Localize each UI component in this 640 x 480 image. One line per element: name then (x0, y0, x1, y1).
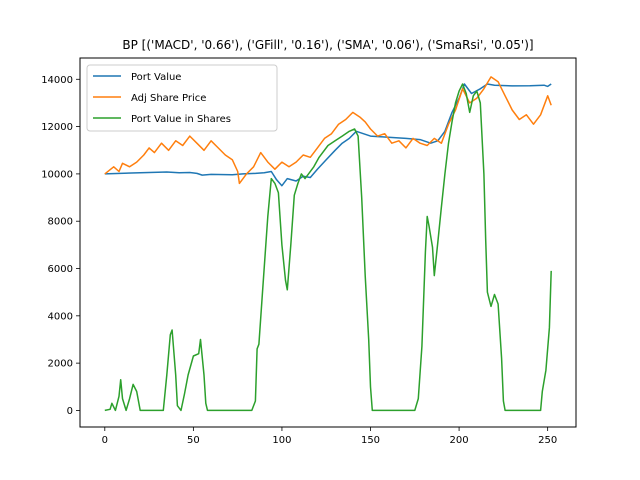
y-tick-label: 10000 (41, 169, 73, 180)
series-line-2 (104, 76, 552, 185)
chart-title: BP [('MACD', '0.66'), ('GFill', '0.16'),… (122, 38, 533, 52)
plot-frame (79, 57, 577, 428)
y-tick-label: 0 (67, 406, 73, 417)
x-tick-label: 250 (538, 435, 557, 446)
y-tick-label: 8000 (48, 217, 73, 228)
legend-box (86, 64, 278, 132)
legend: Port Value Adj Share Price Port Value in S… (86, 64, 278, 132)
series-line-1 (104, 83, 552, 187)
axis-ticks: 0 50 100 150 200 250 0 2000 4000 6000 8000 10000 120… (41, 75, 557, 446)
x-tick-label: 200 (450, 435, 469, 446)
y-tick-label: 6000 (48, 264, 73, 275)
legend-label-1: Port Value (131, 72, 181, 83)
x-tick-label: 100 (272, 435, 291, 446)
x-tick-label: 50 (187, 435, 200, 446)
y-tick-label: 12000 (41, 122, 73, 133)
series-layer (104, 76, 552, 412)
x-tick-label: 0 (102, 435, 108, 446)
legend-label-3: Port Value in Shares (131, 114, 231, 125)
series-line-3 (104, 83, 552, 412)
legend-label-2: Adj Share Price (131, 93, 206, 104)
y-tick-label: 2000 (48, 359, 73, 370)
y-tick-label: 14000 (41, 75, 73, 86)
y-tick-label: 4000 (48, 311, 73, 322)
x-tick-label: 150 (361, 435, 380, 446)
